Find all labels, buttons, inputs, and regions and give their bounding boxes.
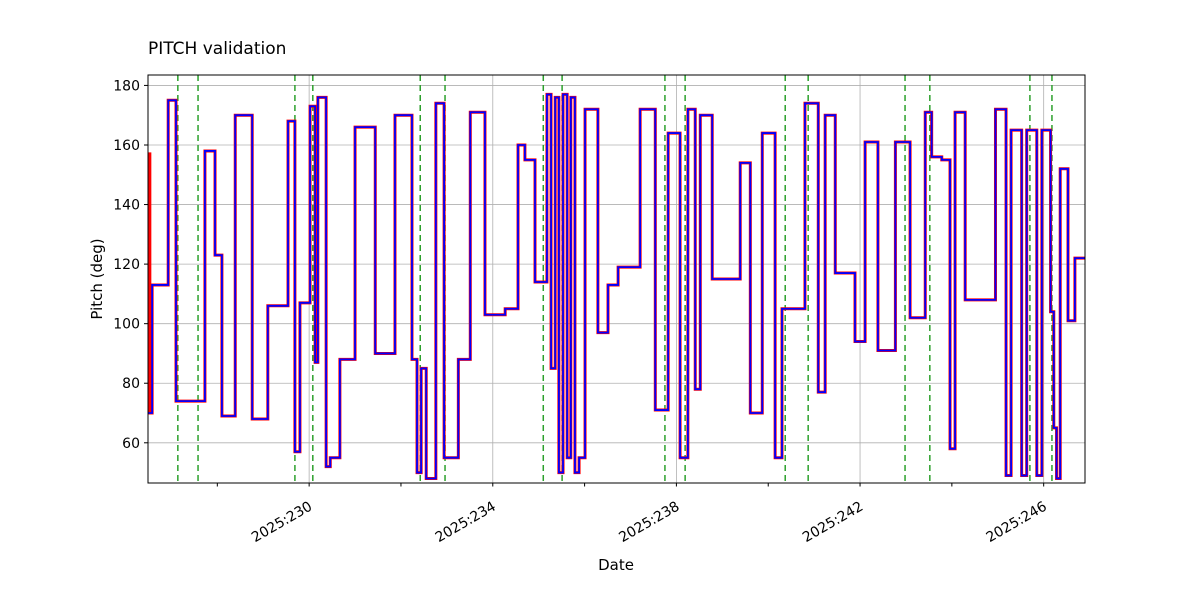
y-tick-label: 80 — [122, 376, 140, 392]
series-estimated-pitch — [148, 93, 1085, 480]
y-tick-label: 120 — [113, 257, 140, 273]
y-tick-label: 160 — [113, 138, 140, 154]
y-tick-label: 180 — [113, 78, 140, 94]
y-tick-label: 140 — [113, 198, 140, 214]
x-tick-label: 2025:234 — [433, 499, 499, 546]
x-tick-label: 2025:242 — [800, 499, 866, 546]
axes-frame — [147, 74, 1086, 484]
y-axis-label: Pitch (deg) — [88, 238, 106, 320]
chart-title: PITCH validation — [148, 39, 287, 59]
y-tick-label: 60 — [122, 436, 140, 452]
x-tick-label: 2025:246 — [984, 499, 1050, 546]
x-tick-label: 2025:230 — [249, 499, 315, 546]
y-tick-label: 100 — [113, 317, 140, 333]
x-axis-label: Date — [598, 556, 634, 574]
x-tick-label: 2025:238 — [616, 499, 682, 546]
